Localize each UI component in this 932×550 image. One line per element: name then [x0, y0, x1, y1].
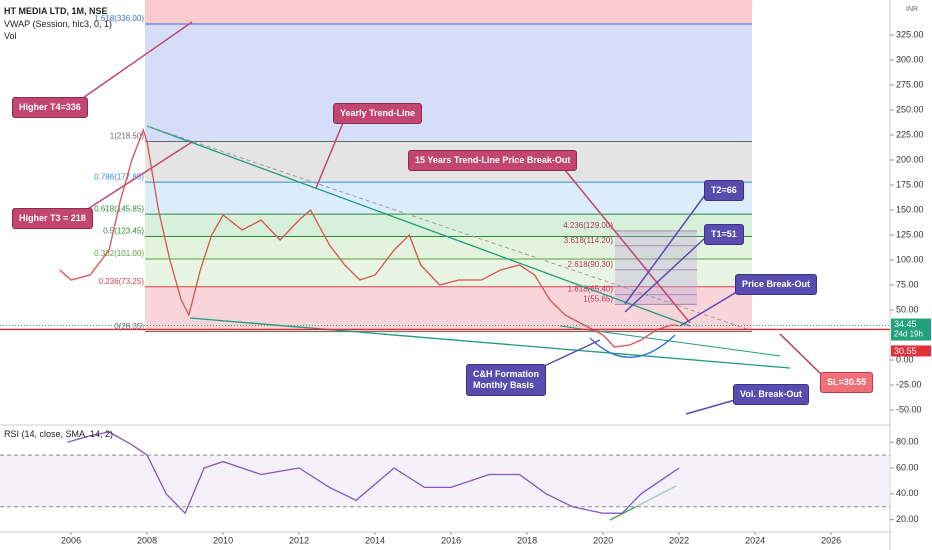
y-tick-label: -50.00	[896, 404, 922, 414]
annotation: 15 Years Trend-Line Price Break-Out	[408, 150, 578, 171]
vol-label: Vol	[4, 31, 17, 41]
x-tick-label: 2024	[745, 535, 765, 545]
yearly-trend-line	[146, 125, 691, 327]
fib-label: 0.786(177.85)	[94, 172, 144, 181]
y-tick-label: -25.00	[896, 379, 922, 389]
fib-label: 1.618(336.00)	[94, 14, 144, 23]
fib-ext-zone	[615, 231, 697, 305]
symbol: HT MEDIA LTD, 1M, NSE	[4, 6, 108, 16]
countdown: 24d 19h	[894, 330, 923, 339]
rsi-label: RSI (14, close, SMA, 14, 2)	[4, 429, 114, 439]
annotation: Higher T3 = 218	[12, 208, 93, 229]
y-tick-label: 275.00	[896, 79, 924, 89]
fib-zone	[145, 214, 752, 237]
x-tick-label: 2008	[137, 535, 157, 545]
fib-zone	[145, 182, 752, 215]
fib-zone	[145, 236, 752, 259]
annotation: Vol. Break-Out	[733, 384, 809, 405]
rsi-y-tick-label: 40.00	[896, 488, 919, 498]
fib-zone	[145, 0, 752, 24]
stop-loss-box	[891, 345, 931, 357]
fib-label: 0.236(73.25)	[99, 277, 145, 286]
dashed-trend-line	[146, 125, 751, 331]
y-tick-label: 300.00	[896, 54, 924, 64]
fib-label: 0.618(145.85)	[94, 204, 144, 213]
y-tick-label: 0.00	[896, 354, 914, 364]
rsi-y-tick-label: 80.00	[896, 437, 919, 447]
fib-label: 0(28.35)	[114, 322, 144, 331]
x-tick-label: 2010	[213, 535, 233, 545]
fib-label: 0.382(101.00)	[94, 249, 144, 258]
y-tick-label: 225.00	[896, 129, 924, 139]
y-tick-label: 100.00	[896, 254, 924, 264]
rsi-band	[0, 455, 890, 507]
y-tick-label: 75.00	[896, 279, 919, 289]
callout-lines	[79, 21, 826, 415]
fib-zone	[145, 24, 752, 142]
stop-loss: 30.55	[894, 346, 917, 356]
y-tick-label: 250.00	[896, 104, 924, 114]
last-price: 34.45	[894, 319, 917, 329]
fib-ext-label: 2.618(90.30)	[568, 260, 614, 269]
x-tick-label: 2014	[365, 535, 385, 545]
fib-ext-label: 3.618(114.20)	[564, 236, 614, 245]
vwap-label: VWAP (Session, hlc3, 0, 1)	[4, 19, 113, 29]
y-tick-label: 325.00	[896, 29, 924, 39]
x-tick-label: 2016	[441, 535, 461, 545]
y-tick-label: 150.00	[896, 204, 924, 214]
annotation: C&H Formation Monthly Basis	[466, 364, 546, 396]
fib-ext-label: 1(55.65)	[583, 294, 613, 303]
fib-label: 1(218.50)	[110, 132, 145, 141]
fib-label: 0.5(123.45)	[103, 227, 144, 236]
cup-curve	[589, 334, 676, 358]
x-tick-label: 2026	[821, 535, 841, 545]
x-tick-label: 2018	[517, 535, 537, 545]
annotation: Yearly Trend-Line	[333, 103, 423, 124]
annotation: Higher T4=336	[12, 97, 88, 118]
annotation: T1=51	[704, 224, 744, 245]
lower-trend-line	[189, 317, 791, 369]
x-tick-label: 2020	[593, 535, 613, 545]
y-tick-label: 50.00	[896, 304, 919, 314]
rsi-y-tick-label: 60.00	[896, 462, 919, 472]
y-tick-label: 175.00	[896, 179, 924, 189]
x-tick-label: 2022	[669, 535, 689, 545]
fib-ext-label: 4.236(129.00)	[563, 221, 613, 230]
rsi-y-tick-label: 20.00	[896, 514, 919, 524]
annotation: SL=30.55	[820, 372, 874, 393]
x-tick-label: 2006	[61, 535, 81, 545]
currency: INR	[906, 6, 919, 13]
series-line	[59, 128, 680, 348]
series-line	[67, 431, 680, 515]
y-tick-label: 125.00	[896, 229, 924, 239]
annotation: Price Break-Out	[735, 274, 818, 295]
y-tick-label: 200.00	[896, 154, 924, 164]
last-price-box	[891, 318, 931, 341]
annotation: T2=66	[704, 180, 744, 201]
x-tick-label: 2012	[289, 535, 309, 545]
